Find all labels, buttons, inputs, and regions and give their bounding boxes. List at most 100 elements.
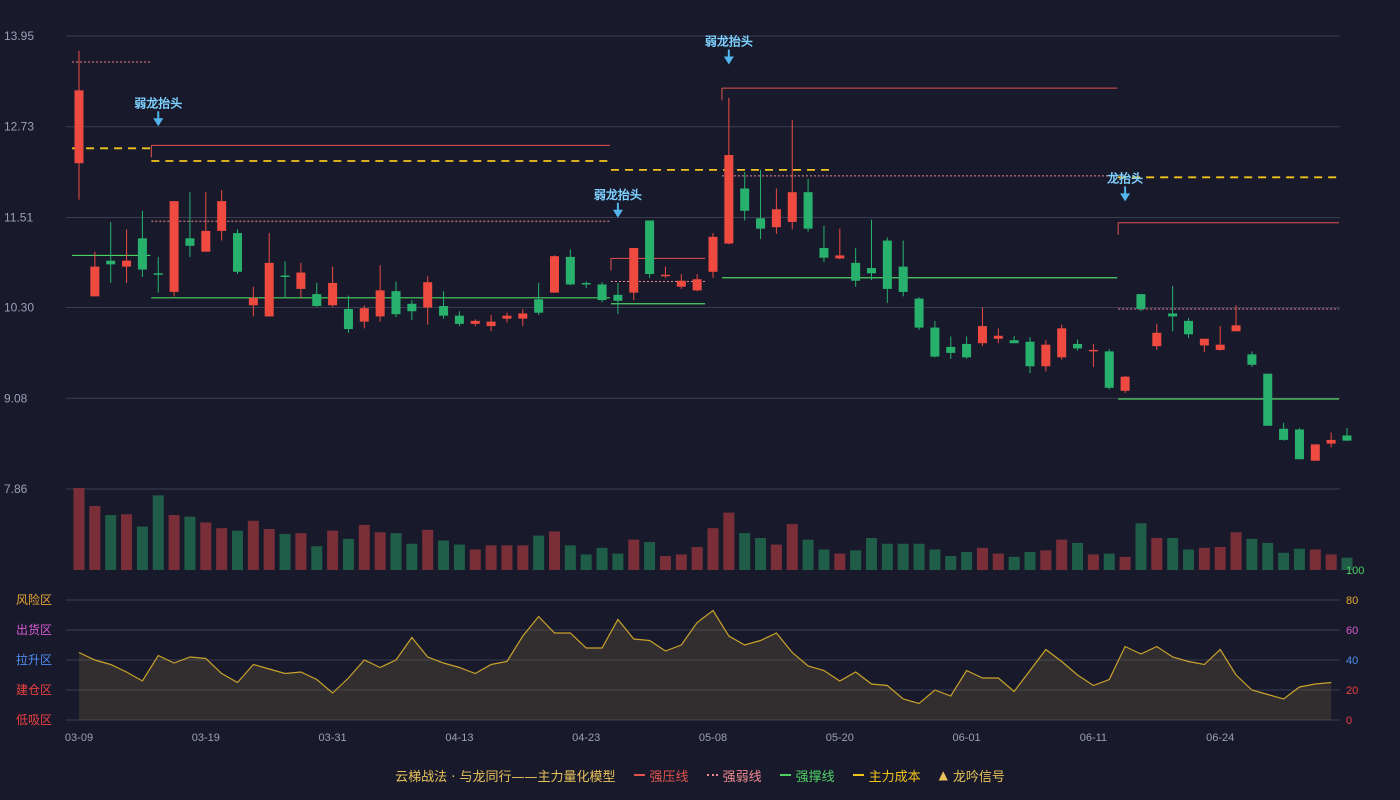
candle-body (787, 192, 797, 222)
candle-body (407, 303, 417, 312)
volume-bar (263, 529, 275, 570)
date-tick-label: 03-31 (319, 732, 347, 744)
volume-bar (1214, 547, 1226, 570)
zone-label: 拉升区 (16, 652, 52, 667)
volume-bar (438, 540, 450, 570)
legend-item-weak[interactable]: 强弱线 (706, 766, 762, 785)
candle-body (137, 238, 147, 270)
volume-bar (1183, 549, 1194, 570)
candle-body (233, 233, 242, 272)
indicator-tick-label: 20 (1346, 685, 1358, 697)
candle-body (581, 282, 591, 285)
volume-bar (89, 506, 101, 570)
date-tick-label: 03-09 (65, 732, 93, 744)
candle-body (898, 266, 908, 292)
signal-arrow-icon (723, 56, 734, 65)
cost-line-swatch (852, 774, 864, 776)
date-tick-label: 04-13 (445, 732, 473, 744)
volume-bar (913, 543, 925, 570)
candle-body (1057, 328, 1067, 358)
volume-bar (1293, 548, 1305, 570)
candle-body (1073, 343, 1083, 349)
candle-body (90, 266, 100, 297)
candle-body (1199, 338, 1209, 346)
candle-body (1342, 435, 1352, 441)
triangle-icon: ▲ (938, 768, 948, 782)
candle-body (343, 308, 353, 330)
candle-body (312, 294, 322, 307)
candle-body (454, 315, 464, 324)
volume-bar (232, 530, 243, 570)
candle-body (185, 238, 195, 246)
candle-body (201, 230, 211, 252)
legend-item-pressure[interactable]: 强压线 (633, 766, 689, 785)
candle-body (1152, 332, 1162, 347)
volume-bar (549, 531, 560, 570)
candle-body (439, 306, 449, 316)
signal-arrow-icon (1120, 193, 1131, 202)
candle-body (1247, 354, 1257, 365)
candle-body (153, 273, 163, 275)
indicator-area (79, 610, 1332, 720)
candle-body (724, 155, 734, 244)
date-tick-label: 06-24 (1206, 732, 1234, 744)
volume-bar (612, 553, 624, 570)
candle-body (74, 90, 84, 164)
volume-bar (976, 547, 988, 570)
candle-body (1025, 341, 1035, 367)
legend-item-signal[interactable]: ▲ 龙吟信号 (939, 766, 1005, 785)
volume-bar (929, 549, 941, 570)
candle-body (1120, 376, 1130, 391)
volume-bar (881, 543, 893, 570)
volume-bar (533, 535, 545, 570)
legend-item-cost[interactable]: 主力成本 (852, 766, 921, 785)
volume-bar (802, 539, 814, 570)
candle-body (122, 260, 132, 267)
volume-bar (517, 545, 529, 570)
volume-bar (342, 538, 354, 570)
legend-label-support: 强撑线 (795, 769, 835, 785)
volume-bar (755, 538, 767, 570)
volume-bar (469, 549, 481, 570)
volume-bar (786, 524, 798, 570)
candle-body (771, 209, 781, 228)
volume-bar (374, 532, 386, 570)
volume-bar (1198, 547, 1210, 570)
volume-bar (1246, 538, 1258, 570)
support-line-swatch (779, 774, 791, 776)
volume-bar (1119, 556, 1131, 570)
volume-bar (422, 529, 434, 570)
candle-body (359, 308, 369, 322)
volume-bar (644, 542, 656, 570)
volume-bar (723, 512, 735, 570)
volume-bar (390, 533, 402, 570)
candle-body (470, 320, 480, 324)
candle-body (1263, 373, 1273, 426)
candle-body (835, 255, 845, 259)
candle-body (867, 268, 876, 274)
candle-body (629, 247, 639, 293)
candle-body (1215, 344, 1225, 350)
candle-body (977, 326, 987, 344)
legend-title: 云梯战法 · 与龙同行——主力量化模型 (395, 769, 616, 785)
legend-item-support[interactable]: 强撑线 (779, 766, 835, 785)
candle-body (280, 275, 290, 278)
date-tick-label: 06-11 (1080, 732, 1107, 744)
candle-body (1310, 444, 1320, 461)
volume-bar (1087, 554, 1099, 570)
volume-bar (311, 546, 323, 570)
volume-bar (184, 516, 196, 570)
candle-body (328, 282, 338, 306)
indicator-tick-label: 60 (1346, 625, 1358, 637)
price-tick-label: 10.30 (4, 301, 34, 315)
signal-label: 龙抬头 (1107, 170, 1143, 185)
volume-bar (850, 550, 862, 570)
volume-panel (73, 488, 1353, 570)
volume-bar (358, 524, 370, 570)
volume-bar (279, 533, 291, 570)
legend-title-item: 云梯战法 · 与龙同行——主力量化模型 (395, 766, 615, 785)
zone-label: 出货区 (16, 622, 52, 637)
price-tick-label: 11.51 (4, 210, 33, 224)
volume-bar (834, 553, 846, 570)
candle-body (660, 274, 670, 277)
